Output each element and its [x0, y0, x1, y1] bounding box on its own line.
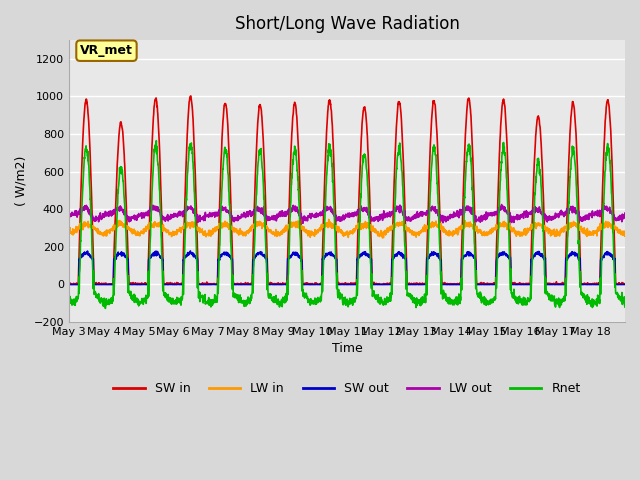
SW out: [515, 281, 522, 287]
LW in: [241, 229, 248, 235]
LW in: [381, 229, 388, 235]
Line: SW in: SW in: [69, 96, 625, 284]
LW out: [621, 210, 629, 216]
LW out: [515, 216, 523, 222]
SW in: [621, 281, 629, 287]
SW in: [381, 281, 388, 287]
Rnet: [614, 291, 621, 297]
LW in: [325, 216, 333, 222]
Rnet: [515, 294, 523, 300]
SW out: [621, 281, 629, 287]
LW out: [547, 214, 554, 220]
LW out: [498, 202, 506, 207]
Line: SW out: SW out: [69, 251, 625, 284]
LW out: [299, 220, 307, 226]
LW in: [621, 233, 629, 239]
Text: VR_met: VR_met: [80, 44, 133, 57]
SW out: [241, 281, 248, 287]
Rnet: [152, 138, 160, 144]
SW out: [120, 252, 128, 257]
LW out: [241, 211, 248, 217]
Line: LW in: LW in: [69, 219, 625, 238]
SW out: [613, 281, 621, 287]
Y-axis label: ( W/m2): ( W/m2): [15, 156, 28, 206]
Rnet: [241, 301, 249, 307]
LW in: [379, 235, 387, 241]
SW in: [121, 161, 129, 167]
SW out: [65, 281, 73, 287]
Rnet: [65, 300, 73, 306]
LW out: [65, 214, 73, 220]
LW out: [120, 211, 128, 216]
Title: Short/Long Wave Radiation: Short/Long Wave Radiation: [234, 15, 460, 33]
SW out: [546, 281, 554, 287]
Rnet: [621, 304, 629, 310]
Rnet: [102, 305, 109, 311]
LW in: [65, 233, 73, 239]
SW in: [614, 281, 621, 287]
Line: LW out: LW out: [69, 204, 625, 223]
SW in: [65, 281, 73, 287]
LW in: [547, 228, 554, 233]
X-axis label: Time: Time: [332, 342, 362, 355]
LW in: [614, 226, 621, 231]
Rnet: [381, 296, 388, 301]
SW in: [241, 281, 249, 287]
LW in: [515, 229, 523, 235]
SW out: [186, 248, 194, 254]
Line: Rnet: Rnet: [69, 141, 625, 308]
SW in: [515, 281, 523, 287]
LW out: [614, 216, 621, 222]
LW out: [381, 213, 388, 218]
Rnet: [121, 201, 129, 207]
Legend: SW in, LW in, SW out, LW out, Rnet: SW in, LW in, SW out, LW out, Rnet: [108, 377, 586, 400]
SW in: [187, 93, 195, 99]
SW in: [65, 281, 73, 287]
Rnet: [547, 295, 554, 300]
SW out: [381, 281, 388, 287]
SW in: [547, 281, 554, 287]
LW in: [120, 222, 128, 228]
